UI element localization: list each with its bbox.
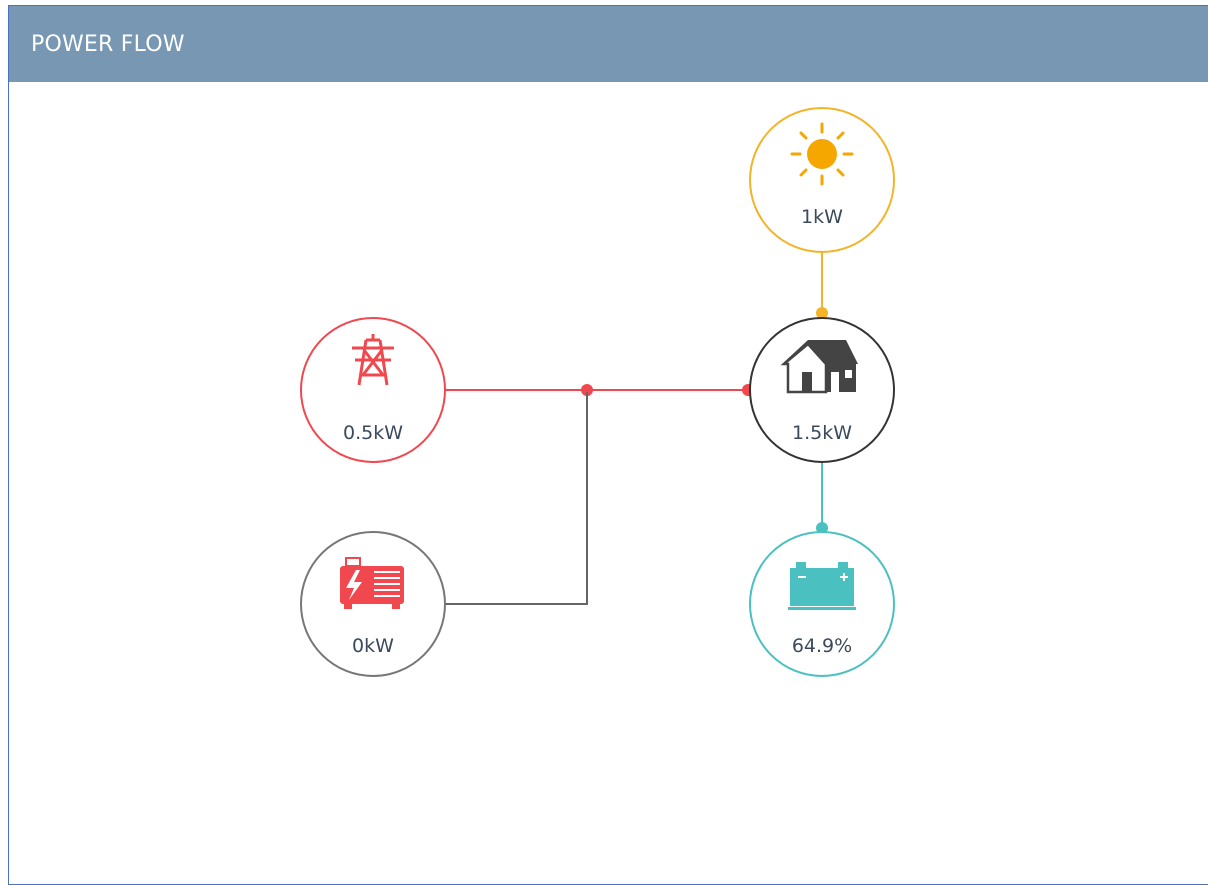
power-flow-diagram: 1kW 0.5kW 1.5kW 0kW	[300, 107, 895, 677]
panel-header: POWER FLOW	[9, 6, 1208, 82]
page: POWER FLOW 1kW 0.5kW 1.5kW	[8, 5, 1208, 885]
junction-dot	[581, 384, 593, 396]
panel-title: POWER FLOW	[31, 32, 185, 57]
generator-link	[445, 392, 588, 605]
battery-icon	[788, 562, 856, 610]
pylon-icon	[352, 334, 394, 386]
battery-value: 64.9%	[792, 635, 852, 657]
solar-value: 1kW	[801, 206, 843, 228]
generator-icon	[340, 557, 404, 609]
load-value: 1.5kW	[792, 422, 852, 444]
grid-value: 0.5kW	[343, 422, 403, 444]
solar-link-dot	[816, 307, 828, 319]
battery-link-dot	[816, 522, 828, 534]
generator-value: 0kW	[352, 635, 394, 657]
house-icon	[780, 340, 858, 394]
grid-node	[300, 317, 446, 463]
sun-icon	[790, 122, 854, 186]
